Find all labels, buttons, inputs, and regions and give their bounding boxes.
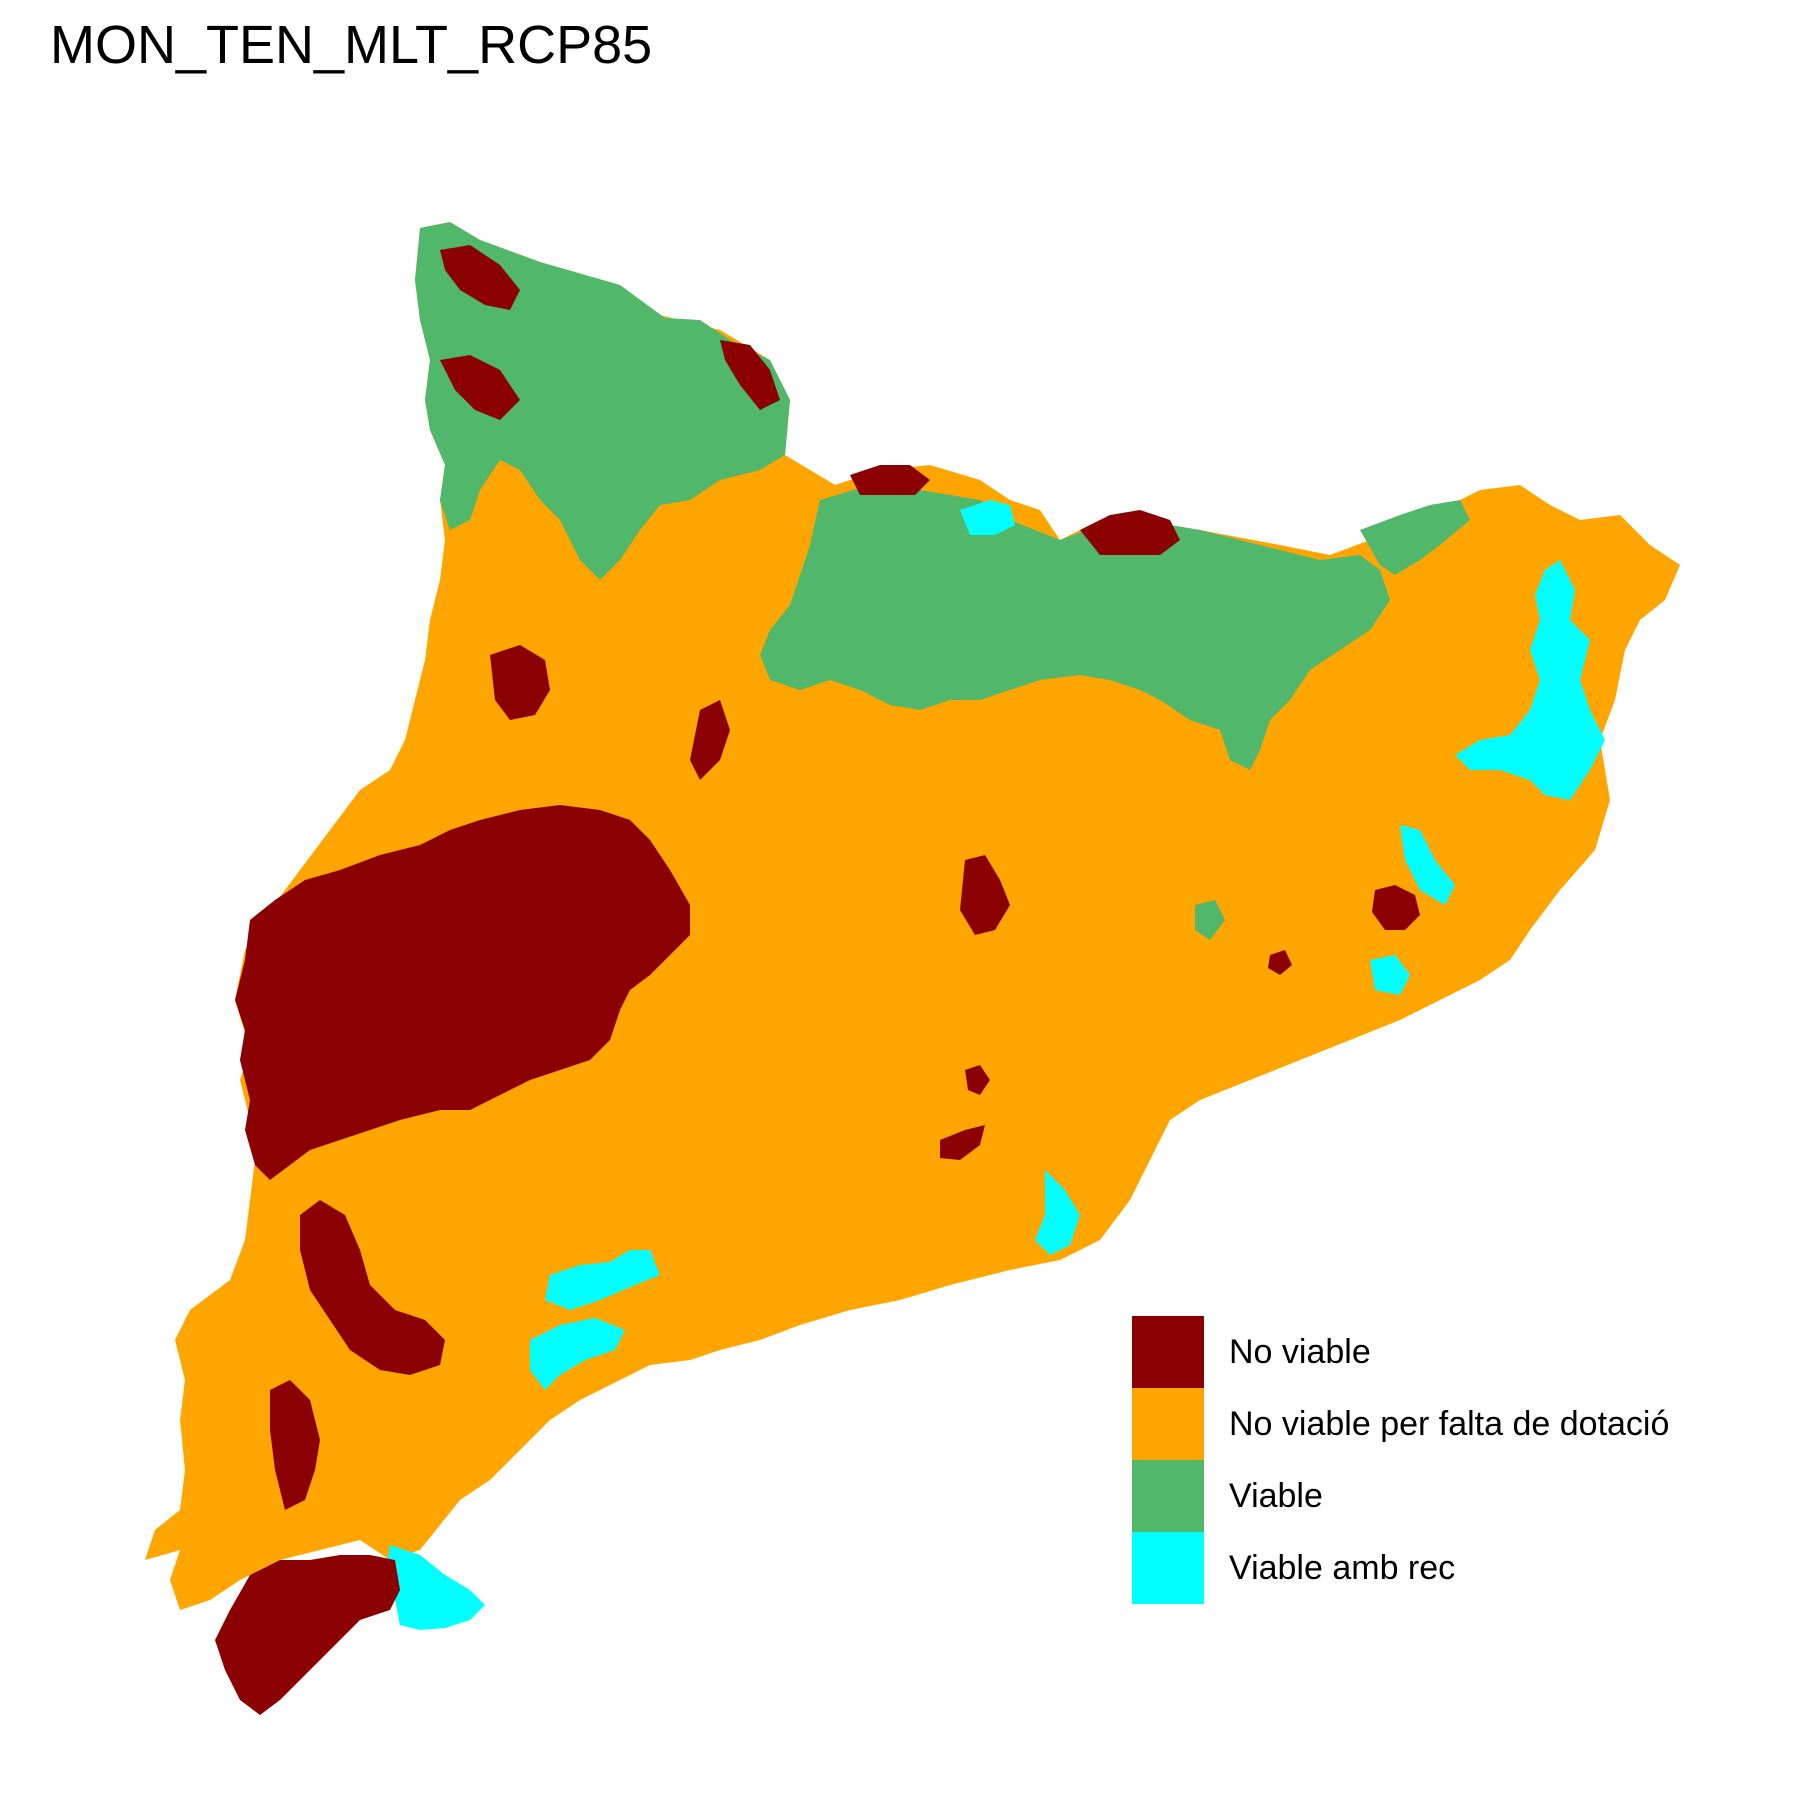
legend-item-no-viable: No viable	[1132, 1316, 1669, 1388]
region-viable-pyrenees-west	[415, 222, 790, 580]
region-no-viable-girona-circle	[1372, 885, 1420, 930]
region-viable-pyrenees-east	[760, 485, 1390, 770]
legend-label: No viable per falta de dotació	[1229, 1404, 1670, 1443]
region-viable-amb-rec-cerdanya	[960, 500, 1015, 535]
region-viable-amb-rec-lleida-2	[530, 1318, 625, 1390]
region-viable-amb-rec-lleida-1	[545, 1250, 660, 1310]
region-viable-northeast	[1360, 500, 1470, 575]
region-no-viable-tortosa	[270, 1380, 320, 1510]
region-no-viable-anoia-2	[940, 1125, 985, 1160]
region-viable-amb-rec-llobregat	[1035, 1170, 1080, 1255]
region-viable-small	[1195, 900, 1225, 940]
region-no-viable-pyrenees-5	[850, 465, 930, 495]
region-viable-amb-rec-emporda	[1455, 560, 1605, 800]
region-no-viable-montsia	[215, 1555, 400, 1715]
region-no-viable-lleida-north	[490, 645, 550, 720]
region-no-viable-anoia-1	[965, 1065, 990, 1095]
legend-swatch	[1132, 1316, 1204, 1388]
region-no-viable-pyrenees-3	[720, 340, 780, 410]
region-viable-amb-rec-girona	[1400, 825, 1455, 905]
region-viable-amb-rec-maresme	[1370, 955, 1410, 995]
legend-item-viable: Viable	[1132, 1460, 1669, 1532]
legend: No viable No viable per falta de dotació…	[1132, 1316, 1669, 1604]
region-no-viable-bages	[960, 855, 1010, 935]
map-title: MON_TEN_MLT_RCP85	[50, 15, 653, 75]
region-no-viable-baix-ebre	[300, 1200, 445, 1375]
legend-label: Viable	[1229, 1476, 1323, 1515]
legend-item-no-viable-per-falta-de-dotacio: No viable per falta de dotació	[1132, 1388, 1669, 1460]
legend-swatch	[1132, 1532, 1204, 1604]
region-no-viable-ribera	[690, 700, 730, 780]
region-viable-amb-rec-delta	[385, 1545, 485, 1630]
legend-swatch	[1132, 1460, 1204, 1532]
region-no-viable-pyrenees-4	[1080, 510, 1180, 555]
legend-label: No viable	[1229, 1332, 1371, 1371]
region-no-viable-pyrenees-1	[440, 245, 520, 310]
region-no-viable-pyrenees-2	[440, 355, 520, 420]
legend-label: Viable amb rec	[1229, 1548, 1456, 1587]
region-no-viable-vic	[1268, 950, 1292, 975]
legend-item-viable-amb-rec: Viable amb rec	[1132, 1532, 1669, 1604]
legend-swatch	[1132, 1388, 1204, 1460]
region-no-viable-segria	[235, 805, 690, 1180]
